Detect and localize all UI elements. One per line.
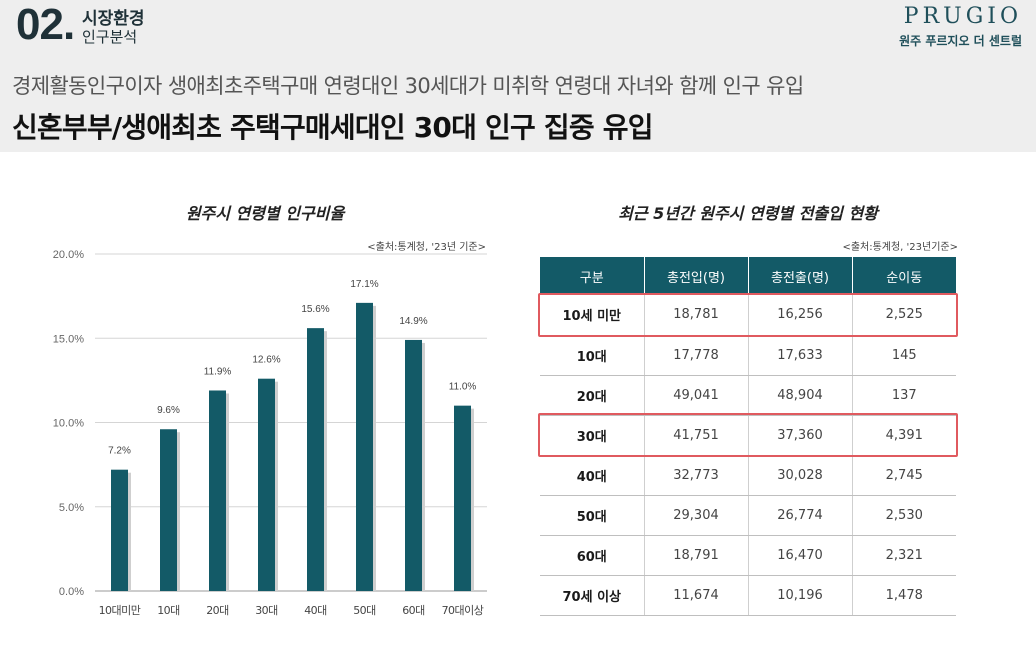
table-cell: 30대 xyxy=(540,415,644,456)
bar xyxy=(307,328,324,591)
table-cell: 2,745 xyxy=(851,455,956,496)
table-body: 10세 미만 18,781 16,256 2,525 10대 17,778 17,633 14… xyxy=(540,295,956,616)
y-tick-label: 0.0% xyxy=(59,586,84,598)
bar xyxy=(356,302,373,591)
table-cell: 37,360 xyxy=(747,415,852,456)
table-cell: 18,791 xyxy=(643,535,748,576)
x-tick-label: 60대 xyxy=(402,604,425,617)
table-cell: 40대 xyxy=(540,455,644,496)
bar xyxy=(209,390,226,591)
table-cell: 2,525 xyxy=(851,295,956,336)
data-label: 12.6% xyxy=(252,355,280,366)
x-tick-label: 20대 xyxy=(206,604,229,617)
table-cell: 17,633 xyxy=(747,335,852,376)
x-tick-label: 10대 xyxy=(157,604,180,617)
chart-source: <출처:통계청, '23년 기준> xyxy=(367,242,486,253)
data-label: 9.6% xyxy=(157,405,180,416)
y-tick-label: 20.0% xyxy=(53,249,84,261)
table-cell: 20대 xyxy=(540,375,644,416)
table-cell: 4,391 xyxy=(851,415,956,456)
table-row: 10대 17,778 17,633 145 xyxy=(540,335,956,376)
data-label: 17.1% xyxy=(350,279,378,290)
table-header-cell: 순이동 xyxy=(851,257,956,295)
brand-logo: PRUGIO xyxy=(903,4,1022,29)
brand-subtitle: 원주 푸르지오 더 센트럴 xyxy=(899,34,1022,48)
table-cell: 41,751 xyxy=(643,415,748,456)
table-header-row: 구분 총전입(명) 총전출(명) 순이동 xyxy=(540,257,956,295)
age-ratio-bar-chart: 0.0% 5.0% 10.0% 15.0% 20.0% 7.2% 10대미만 9.6% 10대 1… xyxy=(53,249,487,617)
table-cell: 60대 xyxy=(540,535,644,576)
table-cell: 29,304 xyxy=(643,495,748,536)
table-cell: 32,773 xyxy=(643,455,748,496)
table-cell: 11,674 xyxy=(643,575,748,616)
data-label: 14.9% xyxy=(399,316,427,327)
table-cell: 137 xyxy=(851,375,956,416)
migration-table: 구분 총전입(명) 총전출(명) 순이동 10세 미만 18,781 16,256 2,52… xyxy=(540,257,956,616)
table-cell: 26,774 xyxy=(747,495,852,536)
bar xyxy=(160,429,177,591)
data-label: 11.9% xyxy=(204,366,232,377)
table-cell: 145 xyxy=(851,335,956,376)
section-subtitle: 인구분석 xyxy=(82,28,138,46)
table-cell: 48,904 xyxy=(747,375,852,416)
table-row: 70세 이상 11,674 10,196 1,478 xyxy=(540,575,956,616)
x-tick-label: 40대 xyxy=(304,604,327,617)
table-title: 최근 5년간 원주시 연령별 전출입 현황 xyxy=(618,204,878,223)
y-tick-label: 10.0% xyxy=(53,418,84,430)
table-row: 40대 32,773 30,028 2,745 xyxy=(540,455,956,496)
bar xyxy=(111,469,128,591)
x-tick-label: 50대 xyxy=(353,604,376,617)
table-cell: 1,478 xyxy=(851,575,956,616)
table-cell: 70세 이상 xyxy=(540,575,644,616)
table-cell: 18,781 xyxy=(643,295,748,336)
table-source: <출처:통계청, '23년기준> xyxy=(842,242,958,253)
table-cell: 10대 xyxy=(540,335,644,376)
table-cell: 10세 미만 xyxy=(540,295,644,336)
chart-title: 원주시 연령별 인구비율 xyxy=(185,204,345,223)
table-row: 20대 49,041 48,904 137 xyxy=(540,375,956,416)
data-label: 15.6% xyxy=(301,304,329,315)
page-header: 02. 시장환경 인구분석 PRUGIO 원주 푸르지오 더 센트럴 경제활동인… xyxy=(0,0,1036,152)
table-row: 50대 29,304 26,774 2,530 xyxy=(540,495,956,536)
subheadline: 경제활동인구이자 생애최초주택구매 연령대인 30세대가 미취학 연령대 자녀와… xyxy=(12,74,804,98)
table-header-cell: 구분 xyxy=(540,257,644,295)
y-tick-label: 15.0% xyxy=(53,333,84,345)
data-label: 7.2% xyxy=(108,446,131,457)
table-row: 60대 18,791 16,470 2,321 xyxy=(540,535,956,576)
data-label: 11.0% xyxy=(449,382,477,393)
table-cell: 2,530 xyxy=(851,495,956,536)
bar xyxy=(454,405,471,591)
bar xyxy=(405,339,422,591)
table-row: 30대 41,751 37,360 4,391 xyxy=(540,415,956,456)
x-tick-label: 30대 xyxy=(255,604,278,617)
table-cell: 16,256 xyxy=(747,295,852,336)
x-tick-label: 70대이상 xyxy=(442,604,484,617)
bar xyxy=(258,378,275,591)
table-cell: 2,321 xyxy=(851,535,956,576)
table-cell: 10,196 xyxy=(747,575,852,616)
x-tick-label: 10대미만 xyxy=(99,604,141,617)
table-row: 10세 미만 18,781 16,256 2,525 xyxy=(540,295,956,336)
table-cell: 30,028 xyxy=(747,455,852,496)
table-header-cell: 총전입(명) xyxy=(643,257,748,295)
table-header-cell: 총전출(명) xyxy=(747,257,852,295)
table-cell: 49,041 xyxy=(643,375,748,416)
table-cell: 50대 xyxy=(540,495,644,536)
table-cell: 16,470 xyxy=(747,535,852,576)
headline: 신혼부부/생애최초 주택구매세대인 30대 인구 집중 유입 xyxy=(12,111,653,144)
section-number: 02. xyxy=(16,0,75,49)
table-cell: 17,778 xyxy=(643,335,748,376)
section-title: 시장환경 xyxy=(82,9,145,29)
y-tick-label: 5.0% xyxy=(59,502,84,514)
